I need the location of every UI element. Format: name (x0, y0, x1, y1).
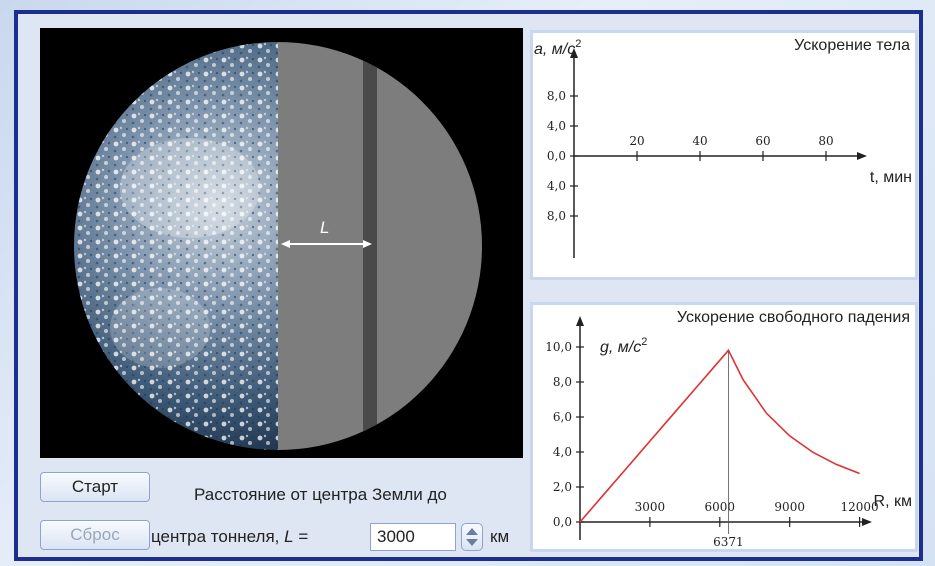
y-tick-label: 4,0 (547, 179, 566, 193)
y-axis-label: a, м/с2 (534, 38, 581, 58)
chart-title: Ускорение свободного падения (677, 309, 910, 326)
reset-button[interactable]: Сброс (40, 520, 150, 550)
gravity-curve (579, 348, 860, 523)
y-tick-label: 4,0 (547, 119, 566, 133)
y-tick-label: 8,0 (547, 89, 566, 103)
distance-label-line1: Расстояние от центра Земли до (194, 485, 447, 504)
y-tick-label: 6,0 (553, 410, 572, 424)
y-tick-label: 8,0 (553, 375, 572, 389)
distance-label-line2: центра тоннеля, L = (151, 527, 309, 546)
x-tick-label: 60 (755, 134, 770, 148)
y-axis-label: g, м/с2 (600, 336, 647, 356)
x-tick-label: 9000 (774, 500, 805, 514)
earth-svg: L (74, 42, 482, 450)
x-tick-label: 80 (818, 134, 833, 148)
y-tick-label: 10,0 (545, 340, 572, 354)
earth-view: L (40, 28, 523, 458)
window-frame: L 8,0 4,0 0,0 4,0 8,0 20 40 60 80 Ускорение тел… (14, 10, 923, 561)
start-button[interactable]: Старт (40, 472, 150, 502)
y-tick-label: 4,0 (553, 445, 572, 459)
x-tick-label: 3000 (635, 500, 666, 514)
earth-radius-label: 6371 (713, 535, 744, 549)
distance-arrow (281, 240, 372, 248)
x-tick-label: 40 (692, 134, 707, 148)
x-tick-label: 20 (629, 134, 644, 148)
y-tick-label: 0,0 (547, 149, 566, 163)
x-tick-label: 12000 (841, 500, 879, 514)
gravity-chart: 0,0 2,0 4,0 6,0 8,0 10,0 3000 6000 9000 12000 63… (530, 302, 918, 552)
distance-input[interactable] (370, 523, 456, 551)
acceleration-chart: 8,0 4,0 0,0 4,0 8,0 20 40 60 80 Ускорение тела … (530, 30, 918, 280)
spinner-up-icon[interactable] (466, 528, 478, 535)
distance-unit: км (490, 527, 510, 546)
y-tick-label: 0,0 (553, 515, 572, 529)
y-tick-label: 8,0 (547, 209, 566, 223)
spinner-down-icon[interactable] (466, 539, 478, 546)
tunnel (363, 42, 377, 450)
distance-spinner[interactable] (461, 523, 483, 551)
applet-panel: L 8,0 4,0 0,0 4,0 8,0 20 40 60 80 Ускорение тел… (18, 14, 919, 557)
x-axis-label: t, мин (870, 169, 912, 186)
x-axis-label: R, км (874, 493, 912, 510)
chart-title: Ускорение тела (794, 37, 910, 54)
tunnel-distance-label: L (320, 218, 329, 237)
y-tick-label: 2,0 (553, 480, 572, 494)
x-tick-label: 6000 (705, 500, 736, 514)
